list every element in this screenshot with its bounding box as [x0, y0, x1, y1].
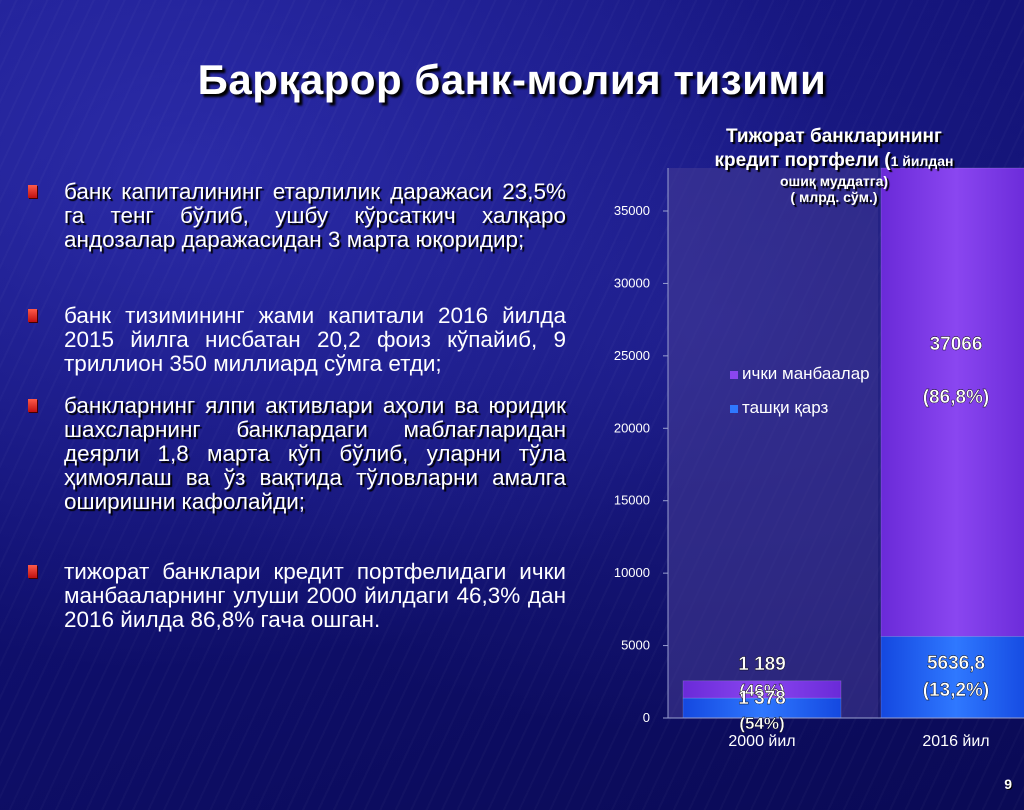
chart-title-line: Тижорат банкларининг: [726, 126, 942, 147]
y-tick-label: 0: [643, 710, 650, 725]
y-tick-label: 5000: [621, 638, 650, 653]
legend-label: ташқи қарз: [742, 398, 829, 417]
bullet-marker-icon: [28, 399, 37, 412]
page-number: 9: [1004, 776, 1012, 792]
chart-title-part: кредит портфели (: [714, 150, 891, 171]
chart-canvas: 0 5000 10000 15000 20000 25000 30000 35000 2000…: [614, 167, 1024, 750]
legend-swatch-icon: [730, 371, 738, 379]
legend-label: ички манбаалар: [742, 364, 870, 383]
legend-item: ташқи қарз: [730, 396, 870, 420]
bar-segment: [682, 680, 842, 699]
chart-title: Тижорат банкларининг кредит портфели (1 …: [684, 125, 984, 205]
y-tick-label: 35000: [614, 203, 650, 218]
data-label: 37066: [930, 334, 983, 355]
legend-item: ички манбаалар: [730, 362, 870, 386]
y-tick-label: 25000: [614, 348, 650, 363]
y-tick-label: 30000: [614, 275, 650, 290]
chart-title-line: ( млрд. сўм.): [790, 189, 878, 205]
slide-title: Барқарор банк-молия тизими: [197, 56, 827, 103]
chart-title-part: 1 йилдан: [890, 153, 954, 169]
y-tick-label: 15000: [614, 493, 650, 508]
data-label: (54%): [739, 714, 784, 733]
bar-segment: [880, 636, 1024, 719]
bullet-marker-icon: [28, 309, 37, 322]
x-tick-label: 2000 йил: [728, 733, 795, 750]
y-tick-label: 20000: [614, 420, 650, 435]
bullet-text: банк капиталининг етарлилик даражаси 23,…: [64, 179, 566, 252]
data-label: 1 189: [738, 654, 786, 675]
chart-title-line: кредит портфели (1 йилдан: [684, 149, 984, 173]
bar-segment: [880, 167, 1024, 637]
legend-swatch-icon: [730, 405, 738, 413]
bullet-item: банк капиталининг етарлилик даражаси 23,…: [28, 180, 566, 252]
bullet-text: банк тизимининг жами капитали 2016 йилда…: [64, 303, 566, 376]
x-tick-label: 2016 йил: [922, 733, 989, 750]
bullet-list: банк капиталининг етарлилик даражаси 23,…: [28, 180, 566, 632]
data-label: 5636,8: [927, 653, 985, 674]
bullet-marker-icon: [28, 185, 37, 198]
data-label: (86,8%): [923, 387, 990, 408]
data-label: (13,2%): [923, 680, 990, 701]
bullet-item: банк тизимининг жами капитали 2016 йилда…: [28, 304, 566, 376]
data-label: (46%): [739, 681, 784, 700]
plot-area-background: [668, 168, 878, 718]
bullet-item: банкларнинг ялпи активлари аҳоли ва юрид…: [28, 394, 566, 514]
y-tick-label: 10000: [614, 565, 650, 580]
bullet-item: тижорат банклари кредит портфелидаги ичк…: [28, 560, 566, 632]
chart-legend: ички манбаалар ташқи қарз: [730, 362, 870, 420]
data-label: 1 378: [738, 688, 786, 709]
bullet-text: банкларнинг ялпи активлари аҳоли ва юрид…: [64, 393, 566, 514]
bullet-text: тижорат банклари кредит портфелидаги ичк…: [64, 559, 566, 632]
chart-title-line: ошиқ муддатга): [779, 173, 889, 189]
credit-portfolio-chart: 0 5000 10000 15000 20000 25000 30000 35000 2000…: [578, 118, 1024, 768]
bullet-marker-icon: [28, 565, 37, 578]
